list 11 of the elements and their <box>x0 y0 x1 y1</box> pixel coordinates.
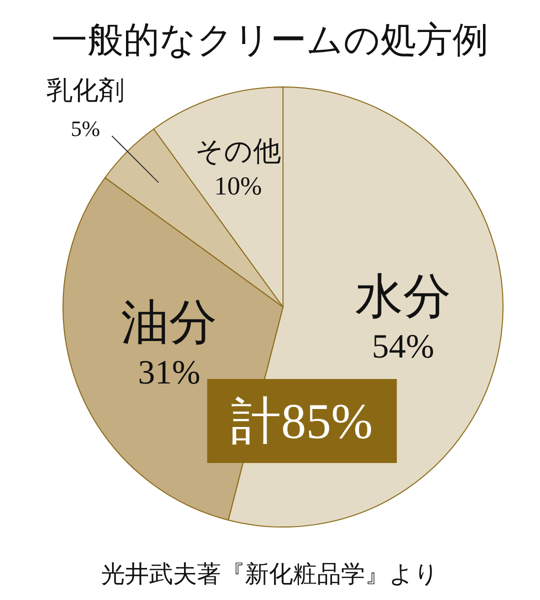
slice-label: その他 <box>195 136 282 168</box>
data-label: 54% <box>372 328 434 366</box>
slice-label: 乳化剤 <box>46 76 124 105</box>
slice-label: 油分 <box>121 296 218 350</box>
slice-label: 水分 <box>355 270 452 324</box>
data-label: 5% <box>70 116 100 141</box>
data-label: 10% <box>214 171 262 200</box>
chart-title: 一般的なクリームの処方例 <box>52 20 488 60</box>
total-note: 計85% <box>207 379 397 463</box>
text: 光井武夫著『新化粧品学』より <box>101 561 439 588</box>
data-label: 31% <box>138 354 200 392</box>
